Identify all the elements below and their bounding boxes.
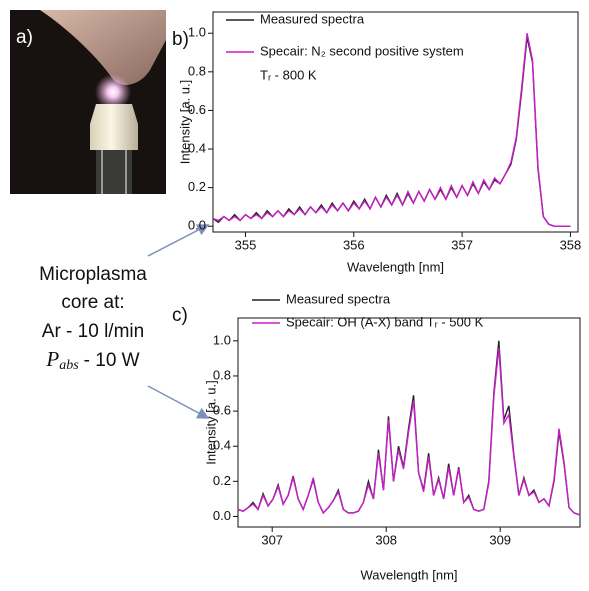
y-tick-label: 0.4 bbox=[188, 140, 206, 155]
y-tick-label: 0.6 bbox=[188, 102, 206, 117]
power-text: - 10 W bbox=[84, 350, 140, 371]
arrow bbox=[147, 224, 210, 257]
series-line bbox=[213, 33, 571, 227]
y-tick-label: 0.4 bbox=[213, 438, 231, 453]
x-axis-title: Wavelength [nm] bbox=[360, 567, 457, 582]
x-tick-label: 358 bbox=[560, 237, 582, 252]
y-tick-label: 0.2 bbox=[188, 179, 206, 194]
y-tick-label: 0.0 bbox=[188, 218, 206, 233]
condition-line: core at: bbox=[61, 292, 124, 313]
y-axis-title: Intensity [a. u.] bbox=[177, 80, 192, 165]
y-axis-title: Intensity [a. u.] bbox=[203, 380, 218, 465]
plot-frame bbox=[212, 11, 579, 233]
y-tick-label: 0.6 bbox=[213, 403, 231, 418]
panel-label: c) bbox=[172, 305, 188, 326]
power-line: Pabs - 10 W bbox=[45, 347, 139, 373]
x-tick-label: 309 bbox=[489, 532, 511, 547]
power-symbol: P bbox=[45, 347, 59, 371]
series-line bbox=[238, 347, 580, 516]
panel-label: a) bbox=[16, 27, 33, 48]
y-tick-label: 0.8 bbox=[213, 367, 231, 382]
panel-label: b) bbox=[172, 29, 189, 50]
y-tick-label: 1.0 bbox=[213, 332, 231, 347]
x-axis-title: Wavelength [nm] bbox=[347, 259, 444, 274]
legend-label: Specair: OH (A-X) band Tᵣ - 500 K bbox=[286, 314, 484, 329]
x-tick-label: 307 bbox=[261, 532, 283, 547]
y-tick-label: 0.0 bbox=[213, 508, 231, 523]
legend-label: Measured spectra bbox=[286, 291, 391, 306]
y-tick-label: 1.0 bbox=[188, 25, 206, 40]
legend-label: Measured spectra bbox=[260, 11, 365, 26]
y-tick-label: 0.8 bbox=[188, 63, 206, 78]
plot-frame bbox=[237, 317, 581, 528]
x-tick-label: 356 bbox=[343, 237, 365, 252]
x-tick-label: 308 bbox=[375, 532, 397, 547]
power-subscript: abs bbox=[59, 358, 79, 373]
condition-line: Ar - 10 l/min bbox=[42, 321, 144, 342]
arrow bbox=[147, 385, 210, 419]
conditions: Microplasma core at: Ar - 10 l/min Pabs -… bbox=[39, 264, 147, 373]
x-tick-label: 357 bbox=[451, 237, 473, 252]
y-tick-label: 0.2 bbox=[213, 473, 231, 488]
condition-line: Microplasma bbox=[39, 264, 147, 285]
x-tick-label: 355 bbox=[235, 237, 257, 252]
photo: a) bbox=[10, 10, 166, 194]
legend-label: Specair: N₂ second positive system bbox=[260, 43, 464, 58]
annotation: Tᵣ - 800 K bbox=[260, 67, 317, 82]
